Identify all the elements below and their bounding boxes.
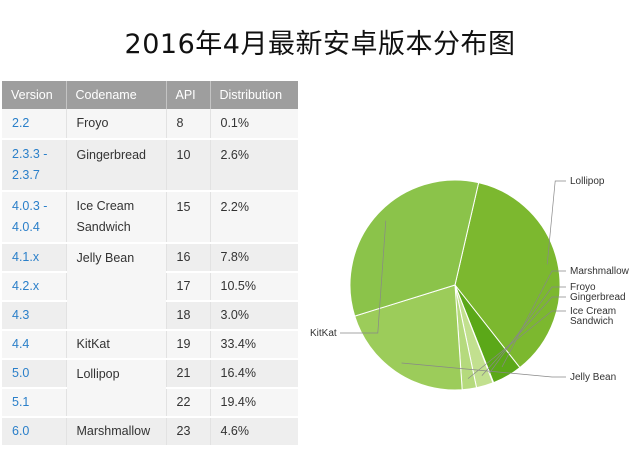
- leader-line: [340, 220, 387, 334]
- version-cell[interactable]: 4.2.x: [2, 272, 67, 302]
- distribution-cell: 16.4%: [210, 359, 298, 389]
- pie-slice-jelly-bean: [354, 284, 463, 391]
- table-row: 4.0.3 - 4.0.4 Ice Cream Sandwich 15 2.2%: [2, 191, 298, 244]
- pie-slice-kitkat: [349, 179, 480, 317]
- version-cell[interactable]: 5.1: [2, 388, 67, 418]
- table-row: 4.4 KitKat 19 33.4%: [2, 330, 298, 360]
- distribution-cell: 3.0%: [210, 301, 298, 331]
- pie-label: Marshmallow: [570, 266, 630, 277]
- table-row: 6.0 Marshmallow 23 4.6%: [2, 417, 298, 447]
- table-row: 4.2.x 17 10.5%: [2, 272, 298, 302]
- api-cell: 16: [166, 243, 211, 273]
- codename-cell: Jelly Bean: [66, 243, 167, 331]
- version-cell[interactable]: 4.3: [2, 301, 67, 331]
- leader-line: [546, 180, 566, 265]
- distribution-cell: 2.6%: [210, 139, 298, 192]
- leader-line: [401, 362, 566, 378]
- codename-cell: KitKat: [66, 330, 167, 360]
- api-cell: 21: [166, 359, 211, 389]
- table-row: 2.2 Froyo 8 0.1%: [2, 109, 298, 140]
- codename-cell: Lollipop: [66, 359, 167, 418]
- header-distribution: Distribution: [210, 81, 298, 109]
- api-cell: 22: [166, 388, 211, 418]
- distribution-cell: 19.4%: [210, 388, 298, 418]
- distribution-cell: 7.8%: [210, 243, 298, 273]
- pie-slice-lollipop: [454, 182, 561, 369]
- header-version: Version: [2, 81, 67, 109]
- header-codename: Codename: [66, 81, 167, 109]
- version-cell[interactable]: 4.1.x: [2, 243, 67, 273]
- api-cell: 23: [166, 417, 211, 447]
- pie-label: KitKat: [310, 328, 337, 339]
- table-row: 5.1 22 19.4%: [2, 388, 298, 418]
- distribution-cell: 0.1%: [210, 109, 298, 140]
- api-cell: 19: [166, 330, 211, 360]
- pie-label: Lollipop: [570, 176, 605, 187]
- distribution-cell: 10.5%: [210, 272, 298, 302]
- page-title: 2016年4月最新安卓版本分布图: [124, 29, 516, 60]
- pie-label: Ice Cream Sandwich: [570, 306, 616, 327]
- distribution-table: Version Codename API Distribution 2.2 Fr…: [2, 81, 298, 447]
- version-cell[interactable]: 6.0: [2, 417, 67, 447]
- distribution-cell: 2.2%: [210, 191, 298, 244]
- distribution-cell: 33.4%: [210, 330, 298, 360]
- codename-cell: Gingerbread: [66, 139, 167, 192]
- leader-line: [467, 310, 566, 379]
- codename-cell: Ice Cream Sandwich: [66, 191, 167, 244]
- table-row: 4.1.x Jelly Bean 16 7.8%: [2, 243, 298, 331]
- table-row: 2.3.3 - 2.3.7 Gingerbread 10 2.6%: [2, 139, 298, 192]
- leader-line: [501, 270, 566, 368]
- table-header-row: Version Codename API Distribution: [2, 81, 298, 109]
- version-cell[interactable]: 4.4: [2, 330, 67, 360]
- distribution-cell: 4.6%: [210, 417, 298, 447]
- version-cell[interactable]: 2.2: [2, 109, 67, 140]
- codename-cell: Marshmallow: [66, 417, 167, 447]
- api-cell: 15: [166, 191, 211, 244]
- pie-label: Froyo: [570, 282, 596, 293]
- pie-label: Jelly Bean: [570, 372, 616, 383]
- api-cell: 8: [166, 109, 211, 140]
- codename-cell: Froyo: [66, 109, 167, 140]
- pie-label: Gingerbread: [570, 292, 626, 303]
- api-cell: 17: [166, 272, 211, 302]
- table-row: 5.0 Lollipop 21 16.4%: [2, 359, 298, 418]
- version-cell[interactable]: 5.0: [2, 359, 67, 389]
- leader-line: [481, 296, 566, 376]
- version-cell[interactable]: 4.0.3 - 4.0.4: [2, 191, 67, 244]
- api-cell: 18: [166, 301, 211, 331]
- header-api: API: [166, 81, 211, 109]
- api-cell: 10: [166, 139, 211, 192]
- version-cell[interactable]: 2.3.3 - 2.3.7: [2, 139, 67, 192]
- table-row: 4.3 18 3.0%: [2, 301, 298, 331]
